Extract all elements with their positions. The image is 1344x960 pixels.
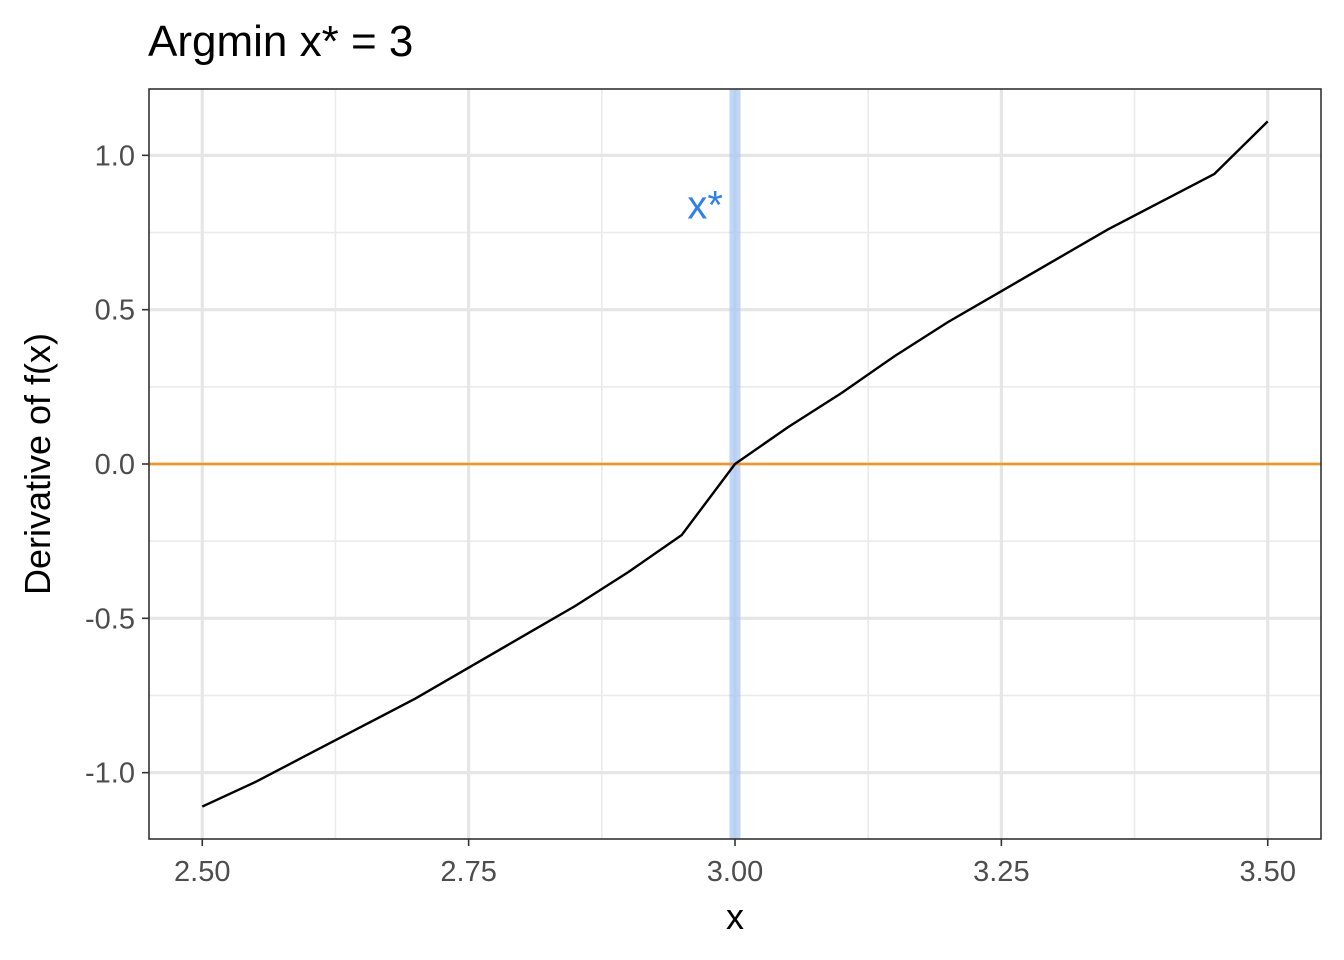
x-tick-label: 3.25 bbox=[973, 856, 1029, 888]
chart-title: Argmin x* = 3 bbox=[148, 17, 413, 66]
y-tick-label: 1.0 bbox=[95, 140, 135, 172]
y-tick-label: -1.0 bbox=[85, 758, 135, 790]
argmin-annotation: x* bbox=[687, 184, 723, 228]
x-tick-label: 3.00 bbox=[707, 856, 763, 888]
y-axis: -1.0 -0.5 0.0 0.5 1.0 bbox=[85, 140, 149, 790]
x-tick-label: 3.50 bbox=[1240, 856, 1296, 888]
derivative-series bbox=[201, 120, 1269, 808]
x-axis: 2.50 2.75 3.00 3.25 3.50 bbox=[174, 839, 1296, 888]
x-tick-label: 2.75 bbox=[440, 856, 496, 888]
y-tick-label: 0.5 bbox=[95, 295, 135, 327]
x-tick-label: 2.50 bbox=[174, 856, 230, 888]
argmin-label: x* bbox=[687, 184, 723, 228]
y-tick-label: -0.5 bbox=[85, 603, 135, 635]
derivative-curve bbox=[201, 120, 1269, 808]
y-axis-title: Derivative of f(x) bbox=[17, 333, 58, 595]
y-tick-label: 0.0 bbox=[95, 449, 135, 481]
x-axis-title: x bbox=[726, 896, 744, 937]
